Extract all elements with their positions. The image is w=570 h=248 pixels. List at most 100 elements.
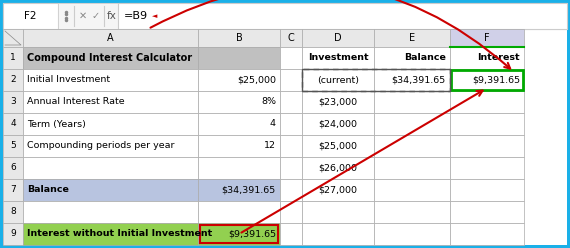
Bar [280, 179, 302, 201]
Bar [450, 29, 524, 47]
Text: 7: 7 [10, 186, 16, 194]
Bar [198, 157, 280, 179]
Bar [23, 47, 198, 69]
Bar [3, 157, 23, 179]
Bar [302, 69, 450, 91]
Bar [302, 157, 374, 179]
Text: $9,391.65: $9,391.65 [472, 75, 520, 85]
Text: $25,000: $25,000 [319, 142, 357, 151]
Bar [450, 47, 524, 69]
Bar [302, 113, 374, 135]
Bar [23, 179, 198, 201]
Text: Compounding periods per year: Compounding periods per year [27, 142, 174, 151]
Bar [58, 3, 118, 29]
Text: D: D [334, 33, 342, 43]
Text: (current): (current) [317, 75, 359, 85]
Bar [280, 113, 302, 135]
Bar [23, 201, 198, 223]
Bar [23, 157, 198, 179]
Bar [198, 223, 280, 245]
Bar [302, 69, 374, 91]
Bar [302, 29, 374, 47]
Text: $34,391.65: $34,391.65 [222, 186, 276, 194]
Text: Investment: Investment [308, 54, 368, 62]
Bar [280, 157, 302, 179]
Bar [450, 179, 524, 201]
Bar [280, 201, 302, 223]
Bar [3, 3, 58, 29]
Text: B: B [235, 33, 242, 43]
Text: 4: 4 [270, 120, 276, 128]
Bar [198, 91, 280, 113]
Bar [3, 47, 23, 69]
Bar [198, 69, 280, 91]
Text: ◄: ◄ [152, 13, 157, 19]
Bar [198, 113, 280, 135]
Bar [3, 69, 23, 91]
Bar [280, 91, 302, 113]
Bar [280, 29, 302, 47]
Bar [450, 201, 524, 223]
Text: 8%: 8% [261, 97, 276, 106]
Text: $27,000: $27,000 [319, 186, 357, 194]
Text: $23,000: $23,000 [319, 97, 357, 106]
Text: Term (Years): Term (Years) [27, 120, 86, 128]
Text: E: E [409, 33, 415, 43]
Bar [3, 135, 23, 157]
Text: $26,000: $26,000 [319, 163, 357, 173]
Bar [3, 223, 23, 245]
Bar [23, 29, 198, 47]
Bar [302, 47, 374, 69]
Bar [450, 135, 524, 157]
Bar [302, 135, 374, 157]
Bar [23, 223, 198, 245]
Bar [450, 69, 524, 91]
Bar [23, 135, 198, 157]
Bar [280, 135, 302, 157]
Bar [200, 225, 278, 243]
Text: 4: 4 [10, 120, 16, 128]
Text: F2: F2 [25, 11, 36, 21]
Text: C: C [288, 33, 294, 43]
Text: Interest without Initial Investment: Interest without Initial Investment [27, 229, 212, 239]
Text: 1: 1 [10, 54, 16, 62]
Bar [280, 223, 302, 245]
Bar [3, 113, 23, 135]
Text: Balance: Balance [27, 186, 69, 194]
Bar [280, 69, 302, 91]
Bar [374, 223, 450, 245]
Text: fx: fx [107, 11, 117, 21]
Text: 5: 5 [10, 142, 16, 151]
Bar [3, 91, 23, 113]
Bar [280, 47, 302, 69]
Bar [450, 157, 524, 179]
Text: =B9: =B9 [124, 11, 148, 21]
Text: $9,391.65: $9,391.65 [228, 229, 276, 239]
Bar [374, 29, 450, 47]
Text: Interest: Interest [478, 54, 520, 62]
Text: ✕: ✕ [79, 11, 87, 21]
Text: 2: 2 [10, 75, 16, 85]
Text: ✓: ✓ [92, 11, 100, 21]
Bar [374, 91, 450, 113]
Text: Annual Interest Rate: Annual Interest Rate [27, 97, 125, 106]
Bar [198, 47, 280, 69]
Bar [3, 29, 23, 47]
Bar [198, 201, 280, 223]
Bar [23, 91, 198, 113]
Bar [302, 69, 450, 91]
Text: 3: 3 [10, 97, 16, 106]
Bar [451, 70, 523, 90]
Bar [374, 113, 450, 135]
Bar [23, 113, 198, 135]
Bar [374, 47, 450, 69]
Text: 8: 8 [10, 208, 16, 217]
Bar [198, 135, 280, 157]
Text: A: A [107, 33, 114, 43]
Bar [3, 201, 23, 223]
Bar [302, 91, 374, 113]
Text: Balance: Balance [404, 54, 446, 62]
Bar [198, 29, 280, 47]
Bar [374, 201, 450, 223]
Text: 6: 6 [10, 163, 16, 173]
